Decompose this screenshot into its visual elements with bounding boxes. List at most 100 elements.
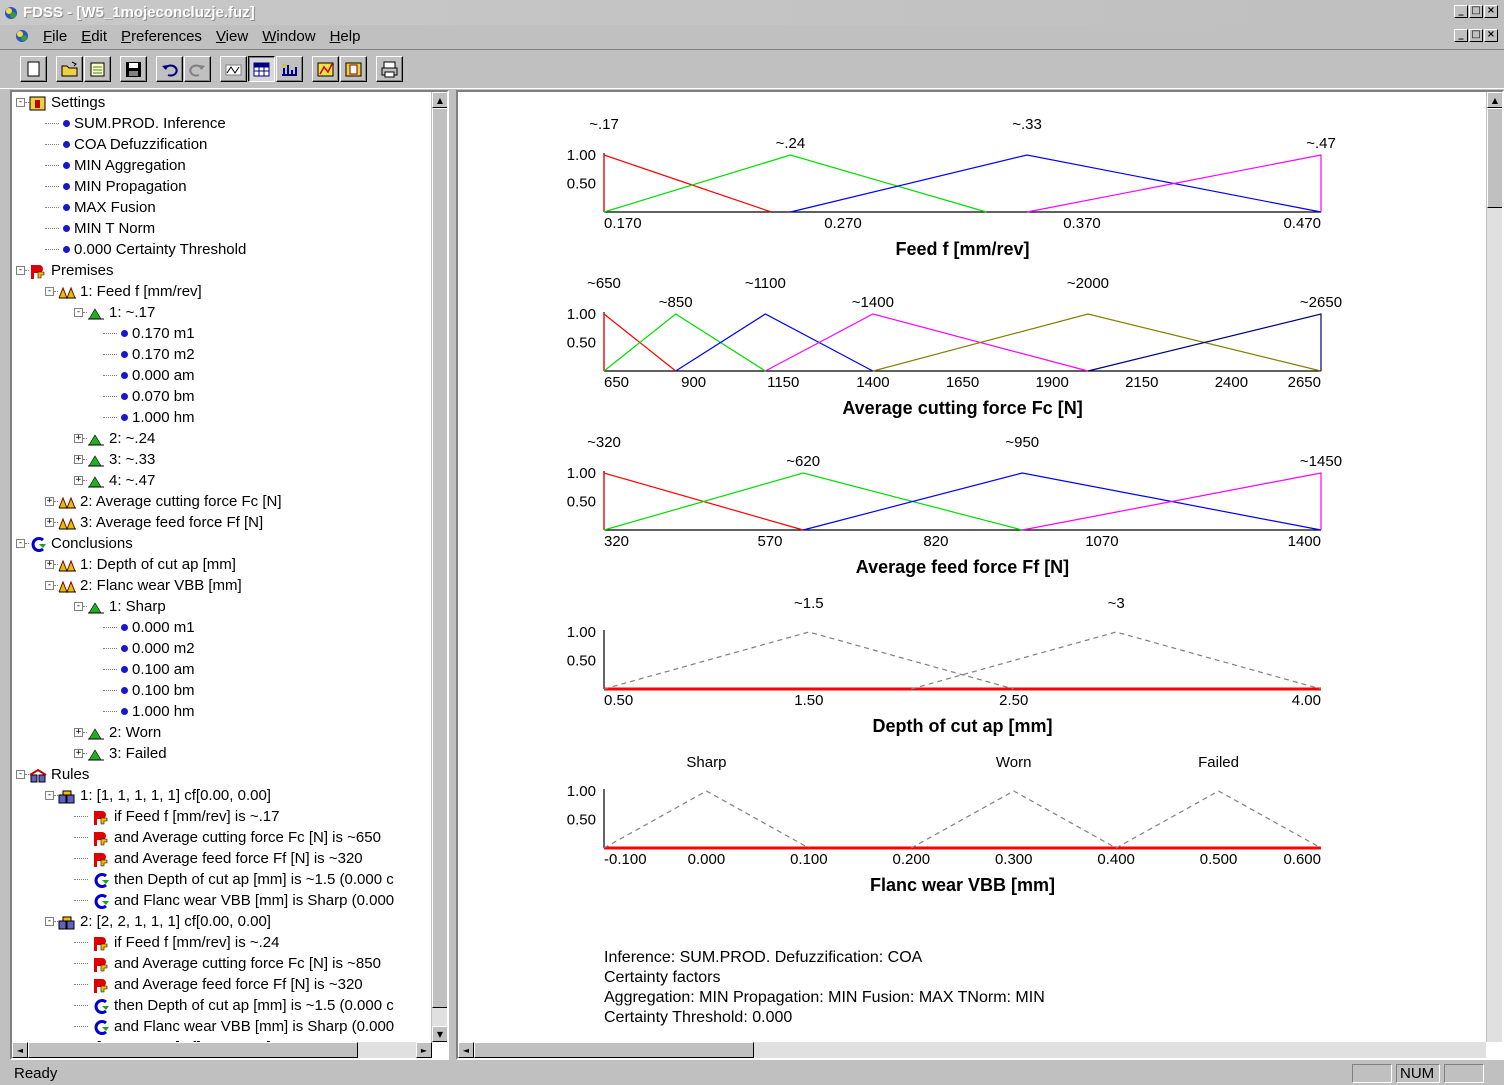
scroll-right-button[interactable]: ► (416, 1042, 432, 1058)
tree-node[interactable]: and Average feed force Ff [N] is ~320 (74, 974, 363, 995)
expand-icon[interactable]: + (45, 496, 54, 506)
tree-node[interactable]: MIN T Norm (45, 218, 155, 239)
scroll-down-button[interactable]: ▼ (432, 1026, 447, 1042)
tree-node[interactable]: 0.170 m1 (103, 323, 195, 344)
tree-node[interactable]: - 2: [2, 2, 1, 1, 1] cf[0.00, 0.00] (45, 911, 271, 932)
tree-node[interactable]: 0.000 m1 (103, 617, 195, 638)
expand-icon[interactable]: + (74, 475, 83, 485)
collapse-icon[interactable]: - (16, 265, 25, 275)
table-button[interactable] (248, 56, 275, 82)
tree-node[interactable]: 1.000 hm (103, 407, 195, 428)
tree-node[interactable]: +2: ~.24 (74, 428, 155, 449)
scroll-thumb[interactable] (432, 108, 447, 1008)
collapse-icon[interactable]: - (74, 307, 83, 317)
doc-restore-button[interactable]: □ (1469, 29, 1483, 42)
tree-node[interactable]: MAX Fusion (45, 197, 156, 218)
tree-node[interactable]: then Depth of cut ap [mm] is ~1.5 (0.000… (74, 995, 394, 1016)
tree-node[interactable]: MIN Aggregation (45, 155, 186, 176)
tree-node[interactable]: 0.170 m2 (103, 344, 195, 365)
tree-node[interactable]: and Average cutting force Fc [N] is ~650 (74, 827, 381, 848)
tree-node[interactable]: - 1: Feed f [mm/rev] (45, 281, 202, 302)
expand-icon[interactable]: + (74, 727, 83, 737)
tree-node[interactable]: - Conclusions (16, 533, 133, 554)
chart-vertical-scrollbar[interactable]: ▲ (1486, 92, 1502, 1042)
collapse-icon[interactable]: - (16, 538, 25, 548)
menu-help[interactable]: Help (329, 27, 361, 45)
expand-icon[interactable]: + (74, 433, 83, 443)
notes-button[interactable] (84, 56, 111, 82)
expand-icon[interactable]: + (74, 454, 83, 464)
tree-node[interactable]: 0.100 am (103, 659, 195, 680)
rules-button[interactable] (276, 56, 303, 82)
tree-node[interactable]: - 1: ~.17 (74, 302, 155, 323)
tree-pane[interactable]: - Settings SUM.PROD. Inference COA Defuzzif… (10, 90, 449, 1060)
tree-node[interactable]: 0.000 m2 (103, 638, 195, 659)
collapse-icon[interactable]: - (45, 580, 54, 590)
tree-node[interactable]: +3: Failed (74, 743, 167, 764)
tree-node[interactable]: - 1: Sharp (74, 596, 166, 617)
doc-close-button[interactable]: × (1484, 29, 1498, 42)
chart-pane[interactable]: 1.00 0.50 0.170 0.270 0.370 0.470 ~.17 ~.24 ~.33… (456, 90, 1504, 1060)
print-button[interactable] (376, 56, 403, 82)
tree-node[interactable]: 0.100 bm (103, 680, 195, 701)
menu-window[interactable]: Window (262, 27, 316, 45)
tree-node[interactable]: +3: Average feed force Ff [N] (45, 512, 263, 533)
tree-node[interactable]: - Settings (16, 92, 105, 113)
tree-node[interactable]: +2: Worn (74, 722, 161, 743)
scroll-left-button[interactable]: ◄ (12, 1042, 28, 1058)
tree-node[interactable]: SUM.PROD. Inference (45, 113, 226, 134)
doc-minimize-button[interactable]: _ (1454, 29, 1468, 42)
tree-view[interactable]: - Settings SUM.PROD. Inference COA Defuzzif… (12, 92, 432, 1042)
expand-icon[interactable]: + (45, 559, 54, 569)
scroll-up-button[interactable]: ▲ (432, 92, 447, 108)
tree-vertical-scrollbar[interactable]: ▲ ▼ (431, 92, 447, 1042)
tree-node[interactable]: and Average cutting force Fc [N] is ~850 (74, 953, 381, 974)
tree-node[interactable]: if Feed f [mm/rev] is ~.17 (74, 806, 279, 827)
tree-node[interactable]: and Flanc wear VBB [mm] is Sharp (0.000 (74, 1016, 394, 1037)
new-button[interactable] (20, 56, 47, 82)
chart-hscroll-thumb[interactable] (474, 1042, 754, 1058)
tree-node[interactable]: if Feed f [mm/rev] is ~.24 (74, 932, 279, 953)
tree-node[interactable]: COA Defuzzification (45, 134, 207, 155)
graph-button[interactable] (312, 56, 339, 82)
tree-node[interactable]: and Flanc wear VBB [mm] is Sharp (0.000 (74, 890, 394, 911)
menu-edit[interactable]: Edit (81, 27, 108, 45)
minimize-button[interactable]: _ (1454, 5, 1468, 18)
tree-node[interactable]: 0.070 bm (103, 386, 195, 407)
tree-node[interactable]: 0.000 Certainty Threshold (45, 239, 246, 260)
chart-scroll-left-button[interactable]: ◄ (458, 1042, 474, 1058)
tree-node[interactable]: +1: Depth of cut ap [mm] (45, 554, 236, 575)
tree-node[interactable]: 0.000 am (103, 365, 195, 386)
menu-preferences[interactable]: Preferences (121, 27, 202, 45)
collapse-icon[interactable]: - (16, 769, 25, 779)
collapse-icon[interactable]: - (45, 286, 54, 296)
tree-node[interactable]: +4: ~.47 (74, 470, 155, 491)
tree-node[interactable]: - Rules (16, 764, 89, 785)
expand-icon[interactable]: + (74, 748, 83, 758)
tree-node[interactable]: - 1: [1, 1, 1, 1, 1] cf[0.00, 0.00] (45, 785, 271, 806)
tree-node[interactable]: +2: Average cutting force Fc [N] (45, 491, 282, 512)
tree-node[interactable]: then Depth of cut ap [mm] is ~1.5 (0.000… (74, 869, 394, 890)
tree-node[interactable]: 1.000 hm (103, 701, 195, 722)
chart-scroll-up-button[interactable]: ▲ (1487, 92, 1502, 108)
chart-scroll-thumb[interactable] (1487, 108, 1502, 208)
document-icon[interactable] (14, 28, 30, 44)
chart-horizontal-scrollbar[interactable]: ◄ (458, 1042, 1486, 1058)
tree-node[interactable]: +3: [3, 3, 1, 1, 1] cf[0.00, 0.00] (45, 1037, 271, 1042)
undo-button[interactable] (156, 56, 183, 82)
tree-node[interactable]: - Premises (16, 260, 114, 281)
tree-node[interactable]: +3: ~.33 (74, 449, 155, 470)
tree-node[interactable]: MIN Propagation (45, 176, 187, 197)
collapse-icon[interactable]: - (45, 790, 54, 800)
close-button[interactable]: × (1484, 5, 1498, 18)
tree-node[interactable]: and Average feed force Ff [N] is ~320 (74, 848, 363, 869)
tree-horizontal-scrollbar[interactable]: ◄ ► (12, 1042, 432, 1058)
menu-file[interactable]: File (43, 27, 68, 45)
expand-icon[interactable]: + (45, 517, 54, 527)
collapse-icon[interactable]: - (74, 601, 83, 611)
save-button[interactable] (120, 56, 147, 82)
hscroll-thumb[interactable] (28, 1042, 358, 1058)
menu-view[interactable]: View (215, 27, 249, 45)
redo-button[interactable] (184, 56, 211, 82)
collapse-icon[interactable]: - (16, 97, 25, 107)
